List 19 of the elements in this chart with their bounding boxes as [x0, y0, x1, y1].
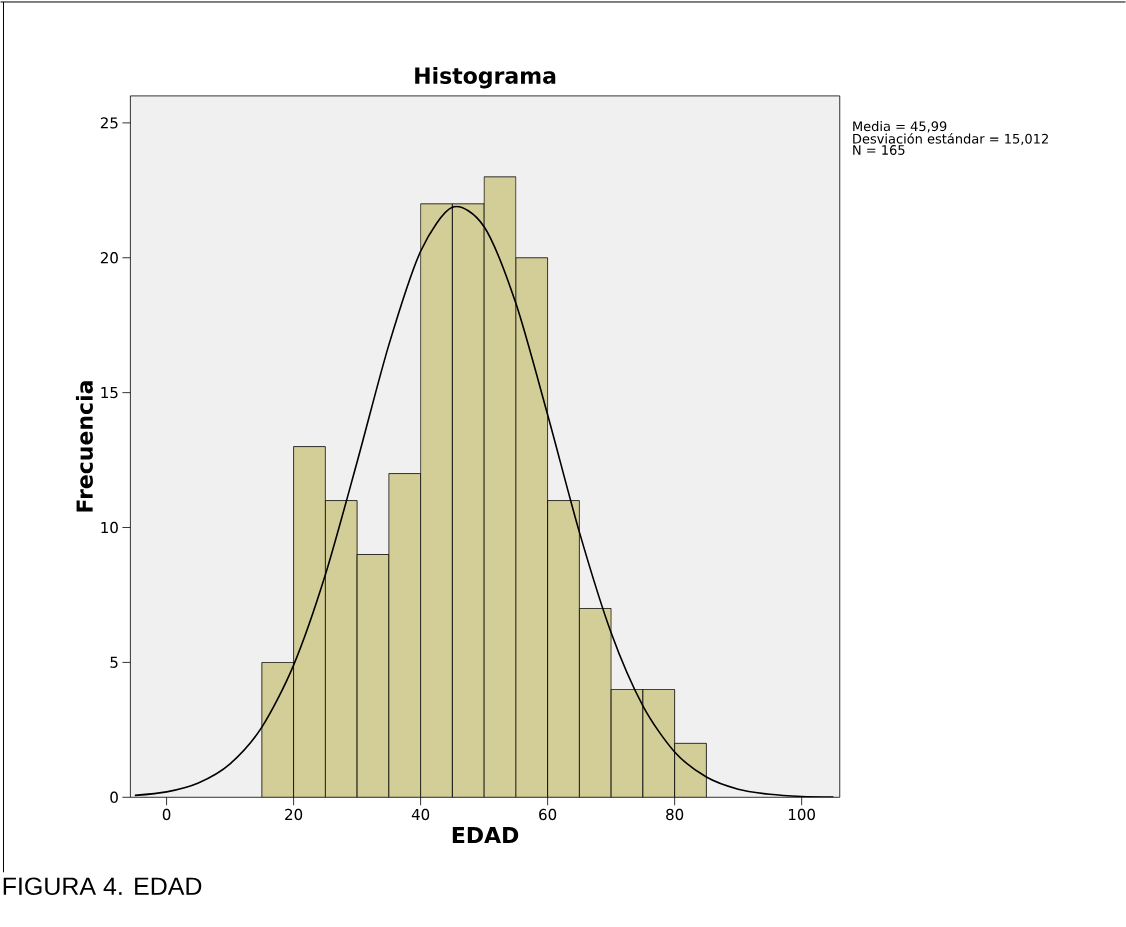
x-axis-title: EDAD	[452, 826, 519, 843]
y-axis-title: Frecuencia	[75, 381, 93, 512]
x-tick-label: 100	[789, 808, 815, 821]
y-tick-label: 0	[110, 791, 118, 803]
text: Media = 45,99	[853, 121, 947, 133]
x-tick-label: 0	[162, 808, 171, 821]
text: Desviación estándar = 15,012	[853, 132, 1048, 145]
x-tick-label: 20	[285, 808, 303, 821]
y-tick-label: 5	[110, 656, 118, 668]
y-tick-label: 10	[101, 521, 118, 534]
chart-title: Histograma	[415, 66, 556, 89]
x-tick-label: 40	[411, 808, 430, 821]
y-tick-label: 15	[101, 387, 118, 399]
x-tick-label: 80	[666, 808, 684, 821]
x-tick-label: 60	[539, 808, 557, 821]
y-tick-label: 25	[100, 117, 118, 129]
text: FIGURA 4. EDAD	[3, 877, 202, 896]
y-tick-label: 20	[100, 252, 118, 264]
text: N = 165	[853, 144, 905, 155]
